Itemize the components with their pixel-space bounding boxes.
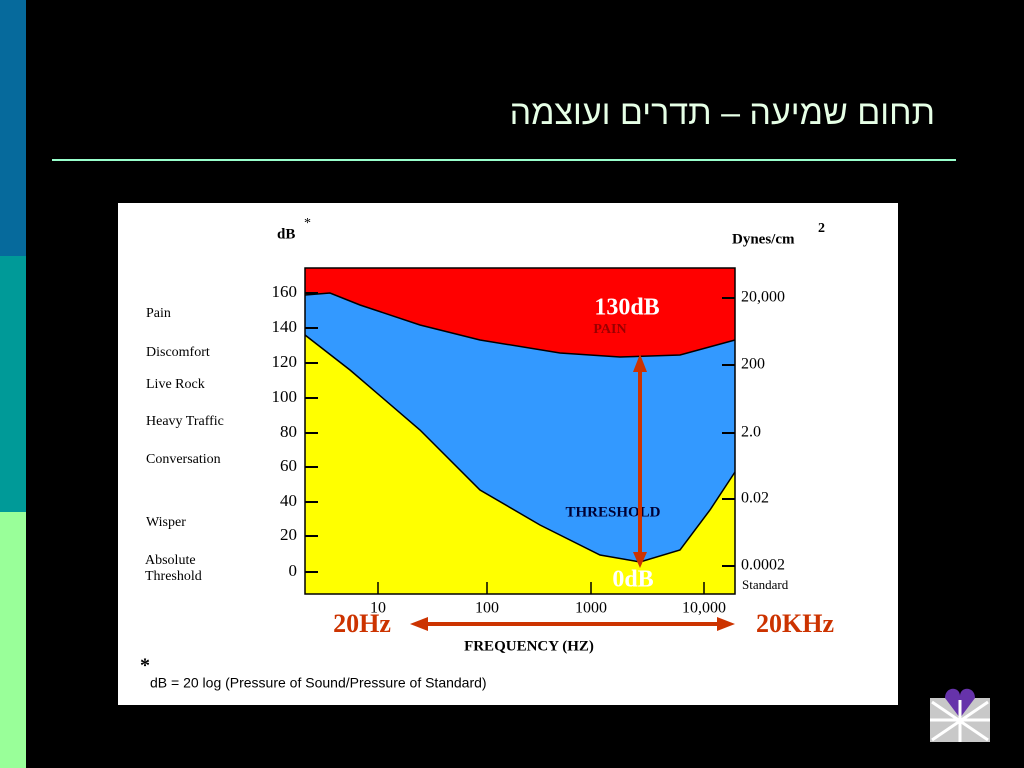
inaudible-region [305, 335, 735, 594]
y-tick-label: 20 [280, 525, 297, 544]
y2-note: Standard [742, 577, 789, 592]
y-tick-label: 160 [272, 282, 298, 301]
y-tick-label: 80 [280, 422, 297, 441]
x-tick-label: 10,000 [682, 600, 726, 617]
x-tick-label: 10 [370, 600, 386, 617]
annotation: 20KHz [756, 609, 834, 638]
y-tick-label: 60 [280, 456, 297, 475]
y2-tick-label: 2.0 [741, 424, 761, 441]
x-tick-label: 1000 [575, 600, 607, 617]
footnote: dB = 20 log (Pressure of Sound/Pressure … [150, 675, 487, 691]
y2-tick-label: 200 [741, 356, 765, 373]
plot-border [304, 267, 736, 595]
slide-title: תחום שמיעה – תדרים ועוצמה [510, 94, 935, 132]
x-tick-label: 100 [475, 600, 499, 617]
x-axis-label: FREQUENCY (HZ) [464, 638, 594, 654]
level-label: Threshold [145, 569, 202, 584]
side-strip [0, 0, 26, 256]
level-label: Discomfort [146, 345, 210, 360]
y-tick-label: 120 [272, 352, 298, 371]
logo-lines [930, 700, 990, 742]
region-label: THRESHOLD [565, 504, 660, 520]
unit-label: dB [277, 226, 295, 242]
level-label: Wisper [146, 515, 186, 530]
y2-tick-label: 0.0002 [741, 557, 785, 574]
axes: dB*Dynes/cm216014012010080604020020,0002… [140, 216, 825, 690]
level-label: Pain [146, 306, 171, 321]
threshold-curve [304, 334, 736, 563]
arrow-head [717, 617, 735, 631]
logo [930, 688, 990, 742]
arrow-head [410, 617, 428, 631]
side-strip [0, 512, 26, 768]
y2-tick-label: 0.02 [741, 490, 769, 507]
annotation: 130dB [594, 295, 659, 321]
unit-mark: * [304, 216, 311, 231]
y-tick-label: 140 [272, 317, 298, 336]
y-tick-label: 100 [272, 387, 298, 406]
y2-tick-label: 20,000 [741, 289, 785, 306]
arrow-head [633, 354, 647, 372]
level-label: Heavy Traffic [146, 414, 224, 429]
side-strip [0, 256, 26, 512]
level-label: Absolute [145, 553, 196, 568]
annotation: 0dB [612, 567, 653, 593]
annotation: 20Hz [333, 609, 391, 638]
level-label: Conversation [146, 452, 221, 467]
level-label: Live Rock [146, 377, 205, 392]
y-tick-label: 40 [280, 491, 297, 510]
pain-curve [304, 292, 736, 358]
unit-label: Dynes/cm [732, 231, 795, 247]
region-label: PAIN [593, 322, 626, 337]
footnote-mark: * [140, 655, 150, 677]
arrow-head [633, 552, 647, 568]
y-tick-label: 0 [289, 561, 298, 580]
unit-power: 2 [818, 221, 825, 236]
